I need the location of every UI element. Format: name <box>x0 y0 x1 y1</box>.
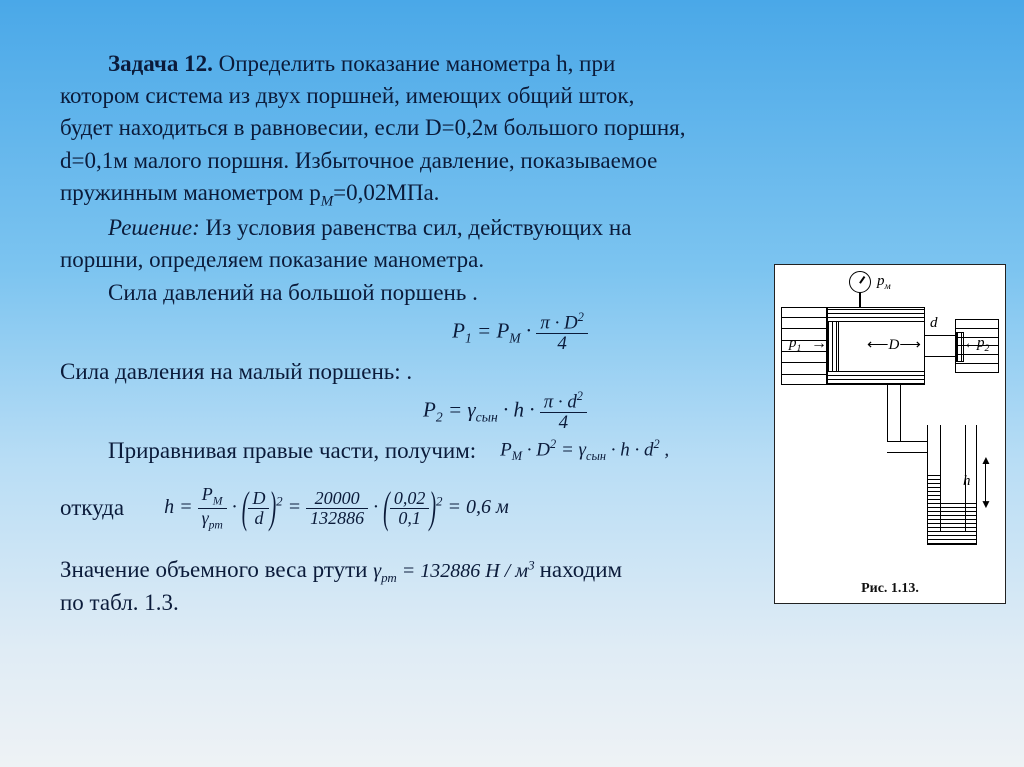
gamma-text: Значение объемного веса ртути <box>60 557 367 582</box>
eq2-sub: 2 <box>436 410 443 425</box>
eq4-f1d: γ <box>202 508 209 528</box>
label-D: ⟵D⟶ <box>867 335 921 354</box>
eq5-g: γ <box>373 560 381 582</box>
eq-sub: 1 <box>465 330 472 345</box>
pm-subscript: М <box>321 193 333 209</box>
eq3-t3: = γ <box>556 440 586 461</box>
eq3-t1: P <box>500 440 512 461</box>
eq4-eq1: = <box>288 496 307 518</box>
eq2-mid: = γ <box>443 397 476 421</box>
eq5-usup: 3 <box>528 557 535 572</box>
equation-gamma: γрт = 132886 Н / м3 <box>373 560 539 582</box>
eq4-f1ds: рт <box>209 519 223 532</box>
label-pm: pм <box>877 273 891 292</box>
label-d: d <box>930 315 938 332</box>
eq2-num: π · d <box>544 391 577 412</box>
equation-p2: P2 = γсын · h · π · d24 <box>60 390 690 433</box>
eq2-num-sup: 2 <box>577 389 583 403</box>
eq3-s3: сын <box>586 450 606 464</box>
line-big-piston: Сила давлений на большой поршень . <box>60 277 690 309</box>
label-h: h <box>963 473 971 490</box>
eq3-s1: M <box>512 450 522 464</box>
piston-rod <box>925 335 955 357</box>
eq4-f4n: 0,02 <box>390 489 430 509</box>
eq4-f4s: 2 <box>436 493 443 508</box>
line-small-piston: Сила давления на малый поршень: . <box>60 356 690 388</box>
eq-den: 4 <box>536 334 587 354</box>
eq4-res: = 0,6 м <box>447 496 508 518</box>
line-equate: Приравнивая правые части, получим: PM · … <box>60 435 690 467</box>
eq2-lhs: P <box>423 397 436 421</box>
line-result: откуда h = PMγрт · (Dd)2 = 20000132886 ·… <box>60 485 690 532</box>
problem-statement: Задача 12. Определить показание манометр… <box>60 48 690 212</box>
eq4-dot: · <box>232 496 242 518</box>
eq4-f1ns: M <box>213 495 223 508</box>
problem-title: Задача 12. <box>108 51 213 76</box>
eq-mid: = P <box>472 318 510 342</box>
problem-body-2: =0,02МПа. <box>333 180 439 205</box>
figure-caption: Рис. 1.13. <box>775 581 1005 597</box>
line-gamma: Значение объемного веса ртути γрт = 1328… <box>60 554 690 587</box>
gamma-tail: находим <box>540 557 623 582</box>
pipe-vertical <box>887 385 901 445</box>
eq5-unit: Н / м <box>485 560 528 582</box>
equate-label: Приравнивая правые части, получим: <box>60 435 476 467</box>
eq-pm-sub: M <box>509 330 520 345</box>
gauge-icon <box>849 271 871 293</box>
eq3-t4: · h · d <box>606 440 654 461</box>
eq2-gsub: сын <box>476 410 498 425</box>
eq4-f1n: P <box>202 484 213 504</box>
eq-num-sup: 2 <box>578 310 584 324</box>
eq5-sub: рт <box>381 570 397 585</box>
eq4-f2n: D <box>248 489 269 509</box>
slide-text-content: Задача 12. Определить показание манометр… <box>0 0 730 619</box>
eq3-t2: · D <box>522 440 550 461</box>
eq4-f2d: d <box>248 509 269 528</box>
equation-balance: PM · D2 = γсын · h · d2 , <box>500 436 669 465</box>
eq-dot: · <box>521 318 537 342</box>
eq2-den: 4 <box>540 413 587 433</box>
eq2-dot: · h · <box>498 397 540 421</box>
eq3-t5: , <box>660 440 670 461</box>
eq4-h: h = <box>164 496 198 518</box>
eq4-f4d: 0,1 <box>390 509 430 528</box>
equation-h: h = PMγрт · (Dd)2 = 20000132886 · (0,020… <box>164 485 509 532</box>
eq-num: π · D <box>540 312 577 333</box>
eq4-f2s: 2 <box>276 493 283 508</box>
figure-diagram: pм p1 → ⟵D⟶ d p2 ← ▲ ▼ h Рис. 1.13. <box>774 264 1006 604</box>
eq-lhs: P <box>452 318 465 342</box>
label-p1: p1 <box>789 335 801 354</box>
solution-intro: Решение: Из условия равенства сил, дейст… <box>60 212 690 276</box>
result-label: откуда <box>60 492 124 524</box>
line-table-ref: по табл. 1.3. <box>60 587 690 619</box>
eq4-f3n: 20000 <box>306 489 368 509</box>
eq4-f3d: 132886 <box>306 509 368 528</box>
eq5-eq: = 132886 <box>397 560 486 582</box>
eq4-dot2: · <box>373 496 383 518</box>
equation-p1: P1 = PM · π · D2 4 <box>60 311 690 354</box>
solution-label: Решение: <box>108 215 200 240</box>
